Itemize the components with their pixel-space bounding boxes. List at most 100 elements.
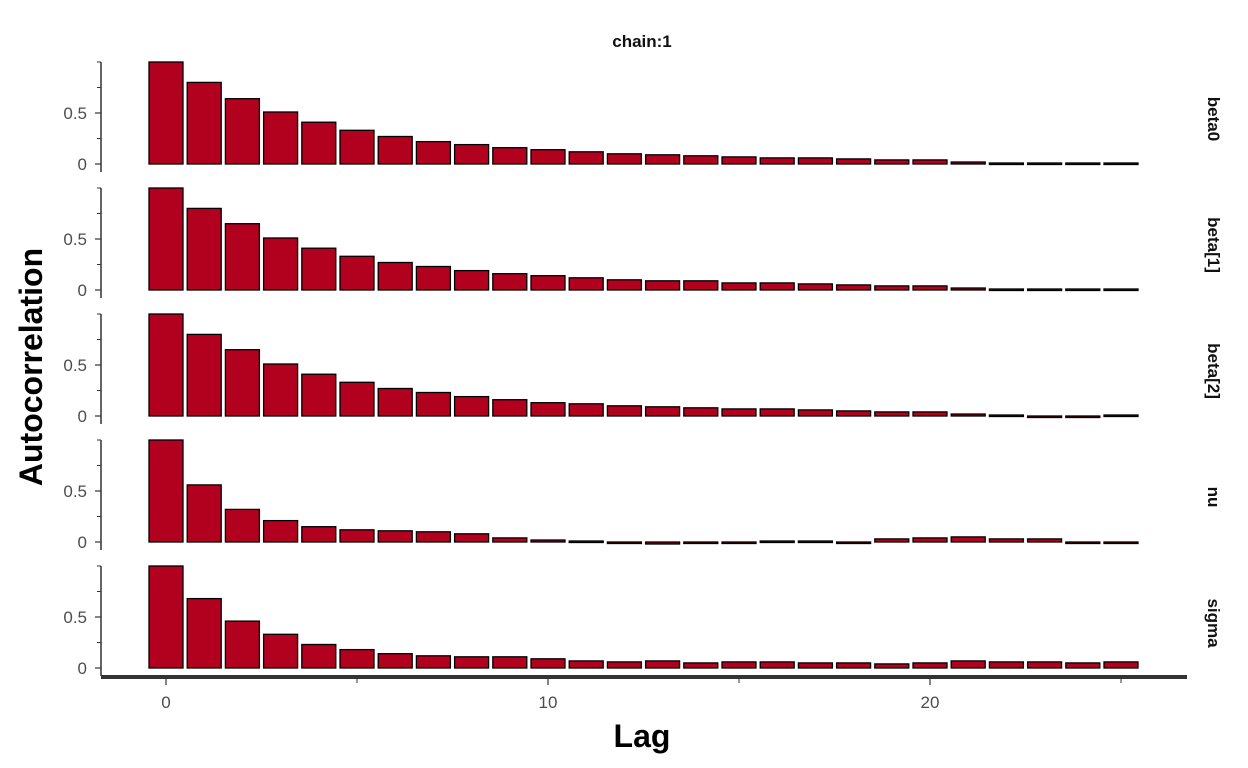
bar bbox=[988, 288, 1025, 292]
bar bbox=[874, 285, 910, 291]
facets-layer: 0 0.5 beta0 0 0.5 beta[1] 0 0.5 beta[2] 0 0.5 nu 0 0.… bbox=[63, 61, 1223, 678]
bar bbox=[874, 538, 910, 543]
bar bbox=[453, 143, 490, 165]
bar bbox=[606, 279, 643, 291]
y-tick-label: 0 bbox=[78, 533, 87, 552]
bar bbox=[912, 159, 948, 165]
bar bbox=[1026, 538, 1063, 543]
bar bbox=[759, 540, 795, 544]
y-tick-label: 0 bbox=[78, 659, 87, 678]
bar bbox=[644, 280, 681, 291]
bar bbox=[874, 159, 910, 165]
bar bbox=[1065, 288, 1101, 292]
facet-panel-beta1: 0 0.5 beta[1] bbox=[63, 187, 1223, 300]
x-axis: 0 10 20 bbox=[101, 675, 1187, 712]
bar bbox=[759, 661, 795, 669]
bar bbox=[415, 265, 452, 291]
bar bbox=[721, 282, 757, 291]
bar bbox=[148, 313, 184, 417]
bar bbox=[186, 597, 222, 669]
facet-panel-beta2: 0 0.5 beta[2] bbox=[63, 313, 1223, 426]
facet-panel-beta0: 0 0.5 beta0 bbox=[63, 61, 1223, 174]
bar bbox=[377, 261, 413, 291]
bar bbox=[568, 151, 604, 165]
bar bbox=[453, 656, 490, 669]
y-tick-label: 0.5 bbox=[63, 230, 87, 249]
bar bbox=[683, 280, 719, 291]
y-tick-label: 0.5 bbox=[63, 482, 87, 501]
bar bbox=[224, 98, 261, 165]
bar bbox=[721, 156, 757, 165]
bar bbox=[186, 207, 222, 291]
bar bbox=[339, 381, 375, 417]
chart-title: chain:1 bbox=[612, 32, 672, 51]
bar bbox=[148, 565, 184, 669]
bar bbox=[262, 237, 299, 291]
bar bbox=[1065, 662, 1101, 669]
bar bbox=[453, 533, 490, 543]
bar bbox=[492, 537, 528, 543]
x-axis-title: Lag bbox=[614, 718, 671, 754]
facet-panel-nu: 0 0.5 nu bbox=[63, 439, 1223, 552]
bar bbox=[530, 275, 566, 291]
bar bbox=[1026, 288, 1063, 292]
bar bbox=[950, 660, 986, 669]
bar bbox=[415, 531, 452, 543]
bar bbox=[339, 255, 375, 291]
bar bbox=[644, 406, 681, 417]
y-tick-label: 0.5 bbox=[63, 104, 87, 123]
bar bbox=[262, 363, 299, 417]
bar bbox=[492, 147, 528, 165]
y-tick-label: 0 bbox=[78, 281, 87, 300]
bar bbox=[301, 121, 337, 165]
bar bbox=[568, 403, 604, 417]
bar bbox=[224, 620, 261, 669]
bar bbox=[530, 149, 566, 165]
bar bbox=[797, 157, 834, 165]
bar bbox=[759, 157, 795, 165]
bar bbox=[224, 508, 261, 543]
x-tick-label: 0 bbox=[161, 693, 170, 712]
bar bbox=[797, 540, 834, 544]
bar bbox=[644, 541, 681, 545]
bar bbox=[988, 661, 1025, 669]
bar bbox=[186, 81, 222, 165]
bar bbox=[377, 530, 413, 543]
bar bbox=[721, 541, 757, 545]
bar bbox=[224, 349, 261, 417]
bar bbox=[683, 155, 719, 165]
bar bbox=[224, 223, 261, 291]
bar bbox=[377, 387, 413, 417]
bar bbox=[1065, 415, 1101, 419]
bar bbox=[186, 484, 222, 543]
bar bbox=[262, 519, 299, 543]
bar bbox=[492, 399, 528, 417]
bar bbox=[339, 648, 375, 669]
facet-strip-label: nu bbox=[1204, 487, 1223, 508]
bar bbox=[644, 660, 681, 669]
bar bbox=[835, 284, 872, 291]
y-axis-title: Autocorrelation bbox=[13, 248, 49, 486]
bar bbox=[1103, 414, 1139, 418]
bar bbox=[377, 653, 413, 669]
bar bbox=[721, 661, 757, 669]
bar bbox=[759, 408, 795, 417]
bar bbox=[835, 410, 872, 417]
bar bbox=[835, 158, 872, 165]
facet-panel-sigma: 0 0.5 sigma bbox=[63, 565, 1223, 678]
bar bbox=[797, 283, 834, 291]
bar bbox=[835, 662, 872, 669]
bar bbox=[1065, 541, 1101, 545]
bar bbox=[492, 656, 528, 669]
facet-strip-label: beta0 bbox=[1204, 97, 1223, 141]
bar bbox=[912, 662, 948, 669]
bar bbox=[492, 273, 528, 291]
bar bbox=[988, 538, 1025, 543]
bar bbox=[301, 247, 337, 291]
bar bbox=[1103, 541, 1139, 545]
bar bbox=[606, 541, 643, 545]
y-tick-label: 0 bbox=[78, 407, 87, 426]
bar bbox=[988, 162, 1025, 166]
facet-strip-label: beta[2] bbox=[1204, 343, 1223, 399]
bar bbox=[339, 129, 375, 165]
